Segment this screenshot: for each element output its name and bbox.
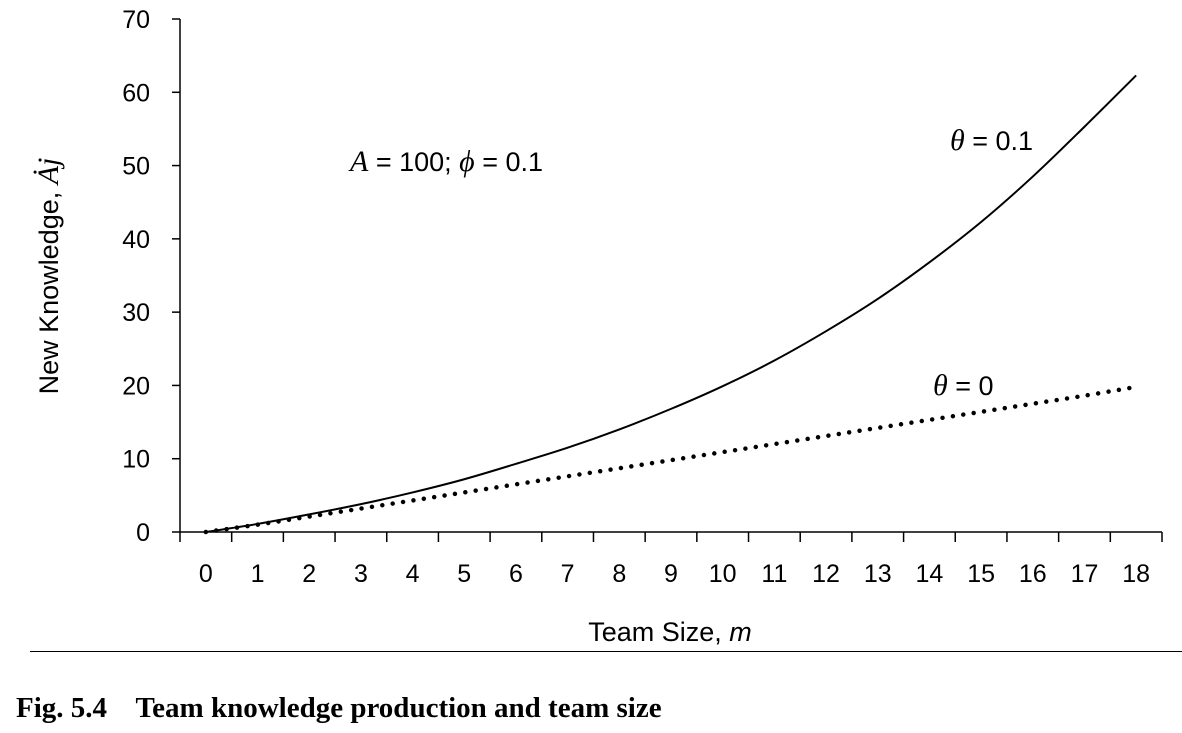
y-tick-label: 30 xyxy=(122,299,150,327)
x-tick-label: 13 xyxy=(864,560,892,588)
x-tick-label: 3 xyxy=(354,560,368,588)
x-tick-label: 18 xyxy=(1122,560,1150,588)
series-line-theta-01 xyxy=(205,74,1137,533)
x-tick-label: 0 xyxy=(199,560,213,588)
x-tick-label: 11 xyxy=(761,560,787,588)
x-tick-label: 6 xyxy=(509,560,523,588)
x-axis-title-var: m xyxy=(729,617,752,647)
x-tick-label: 17 xyxy=(1071,560,1099,588)
x-tick-label: 1 xyxy=(251,560,265,588)
x-tick-label: 4 xyxy=(406,560,420,588)
x-tick-label: 14 xyxy=(916,560,944,588)
theta-symbol: θ xyxy=(950,124,965,157)
x-axis-title: Team Size, m xyxy=(588,617,752,647)
x-tick-label: 7 xyxy=(561,560,575,588)
x-tick-label: 8 xyxy=(612,560,626,588)
x-tick-label: 5 xyxy=(457,560,471,588)
parameter-annotation: A = 100; ϕ = 0.1 xyxy=(348,145,543,178)
x-tick-label: 2 xyxy=(302,560,316,588)
param-a-value: = 100; xyxy=(368,147,459,177)
series-layer xyxy=(203,74,1139,535)
y-axis-title-text: New Knowledge, xyxy=(34,184,64,394)
tick-marks xyxy=(172,18,1163,542)
series-line-theta-0 xyxy=(203,384,1139,535)
x-tick-label: 15 xyxy=(967,560,995,588)
param-phi-value: = 0.1 xyxy=(475,147,543,177)
x-tick-label: 16 xyxy=(1019,560,1047,588)
caption-divider xyxy=(30,651,1182,652)
x-tick-label: 12 xyxy=(812,560,840,588)
x-axis-title-text: Team Size, xyxy=(588,617,729,647)
y-axis-title-var: Ȧj xyxy=(32,158,65,187)
x-tick-label: 9 xyxy=(664,560,678,588)
theta-0-value: = 0 xyxy=(948,371,994,401)
theta-symbol: θ xyxy=(933,369,948,402)
axes xyxy=(179,19,1162,533)
y-tick-label: 40 xyxy=(122,226,150,254)
y-tick-label: 10 xyxy=(122,446,150,474)
param-a-symbol: A xyxy=(348,145,369,178)
figure-caption: Fig. 5.4 Team knowledge production and t… xyxy=(16,692,662,724)
series-label-theta-01: θ = 0.1 xyxy=(950,124,1033,157)
y-axis-title: New Knowledge, Ȧj xyxy=(32,158,65,395)
y-tick-label: 50 xyxy=(122,153,150,181)
y-tick-label: 60 xyxy=(122,79,150,107)
y-tick-label: 70 xyxy=(122,6,150,34)
y-tick-label: 20 xyxy=(122,372,150,400)
x-tick-label: 10 xyxy=(709,560,737,588)
series-label-theta-0: θ = 0 xyxy=(933,369,994,402)
y-tick-label: 0 xyxy=(136,519,150,547)
param-phi-symbol: ϕ xyxy=(459,145,475,178)
theta-01-value: = 0.1 xyxy=(965,126,1033,156)
